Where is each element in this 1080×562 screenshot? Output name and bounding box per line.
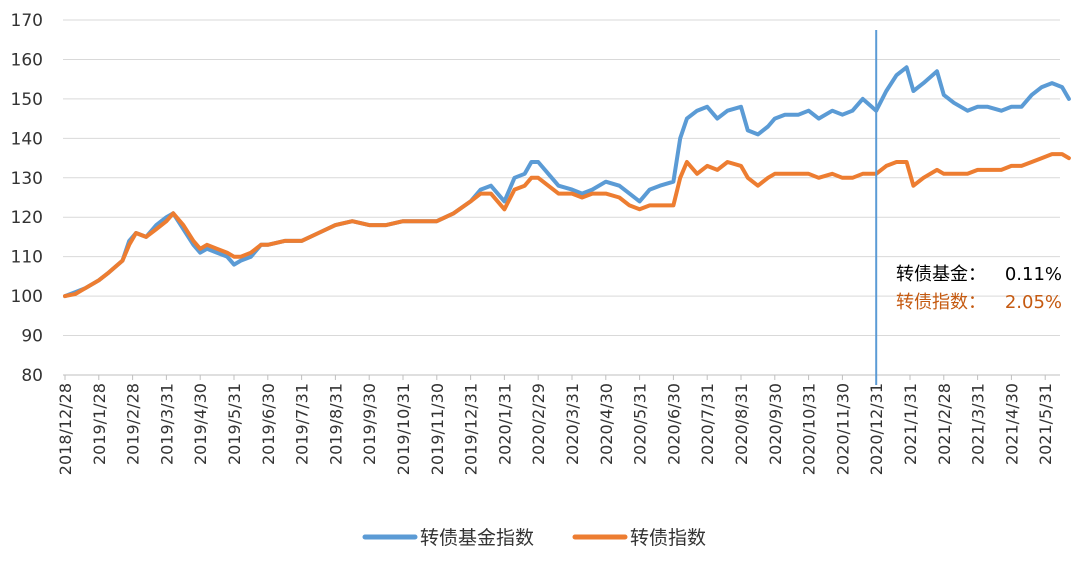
x-tick-label: 2020/1/31 — [495, 383, 514, 465]
y-tick-label: 130 — [11, 169, 43, 189]
x-tick-label: 2018/12/28 — [56, 383, 75, 475]
x-tick-label: 2019/3/31 — [157, 383, 176, 465]
legend-label: 转债基金指数 — [420, 527, 534, 549]
x-tick-label: 2020/7/31 — [698, 383, 717, 465]
x-tick-label: 2020/9/30 — [766, 383, 785, 465]
y-tick-label: 90 — [21, 327, 43, 347]
y-tick-label: 120 — [11, 208, 43, 228]
y-tick-label: 150 — [11, 90, 43, 110]
series-line-1 — [63, 65, 1071, 299]
x-tick-label: 2019/7/31 — [293, 383, 312, 465]
y-tick-label: 170 — [11, 11, 43, 31]
series-lines — [63, 65, 1071, 299]
x-axis-ticks: 2018/12/28 2019/1/28 2019/2/28 2019/3/31 201… — [56, 375, 1055, 475]
annotations: 转债基金： 0.11% 转债指数： 2.05% — [896, 264, 1062, 313]
x-tick-label: 2020/5/31 — [631, 383, 650, 465]
x-tick-label: 2019/11/30 — [428, 383, 447, 475]
x-tick-label: 2020/4/30 — [597, 383, 616, 465]
x-tick-label: 2019/1/28 — [90, 383, 109, 465]
y-tick-label: 100 — [11, 287, 43, 307]
x-tick-label: 2020/11/30 — [833, 383, 852, 475]
x-tick-label: 2019/4/30 — [191, 383, 210, 465]
y-tick-label: 80 — [21, 366, 43, 386]
annotation-label: 转债基金： — [896, 264, 986, 285]
x-tick-label: 2019/10/31 — [394, 383, 413, 475]
x-tick-label: 2020/3/31 — [563, 383, 582, 465]
x-tick-label: 2021/3/31 — [969, 383, 988, 465]
x-tick-label: 2019/9/30 — [360, 383, 379, 465]
y-axis-ticks: 80 90 100 110 120 130 140 150 160 170 — [11, 11, 43, 386]
legend-label: 转债指数 — [630, 527, 706, 549]
x-tick-label: 2019/2/28 — [124, 383, 143, 465]
x-tick-label: 2021/1/31 — [901, 383, 920, 465]
x-tick-label: 2021/4/30 — [1002, 383, 1021, 465]
x-tick-label: 2020/10/31 — [800, 383, 819, 475]
x-tick-label: 2021/2/28 — [935, 383, 954, 465]
x-tick-label: 2020/12/31 — [867, 383, 886, 475]
annotation-value: 2.05% — [1005, 292, 1062, 313]
series-line-2 — [63, 152, 1071, 299]
y-tick-label: 160 — [11, 50, 43, 70]
x-tick-label: 2021/5/31 — [1036, 383, 1055, 465]
x-tick-label: 2019/12/31 — [462, 383, 481, 475]
x-tick-label: 2019/8/31 — [326, 383, 345, 465]
legend: 转债基金指数 转债指数 — [362, 527, 706, 549]
y-tick-label: 140 — [11, 129, 43, 149]
y-tick-label: 110 — [11, 248, 43, 268]
x-tick-label: 2020/6/30 — [664, 383, 683, 465]
x-tick-label: 2020/2/29 — [529, 383, 548, 465]
x-tick-label: 2019/6/30 — [259, 383, 278, 465]
annotation-label: 转债指数： — [896, 292, 986, 313]
x-tick-label: 2020/8/31 — [732, 383, 751, 465]
x-tick-label: 2019/5/31 — [225, 383, 244, 465]
annotation-value: 0.11% — [1005, 264, 1062, 285]
gridlines — [63, 19, 1060, 376]
